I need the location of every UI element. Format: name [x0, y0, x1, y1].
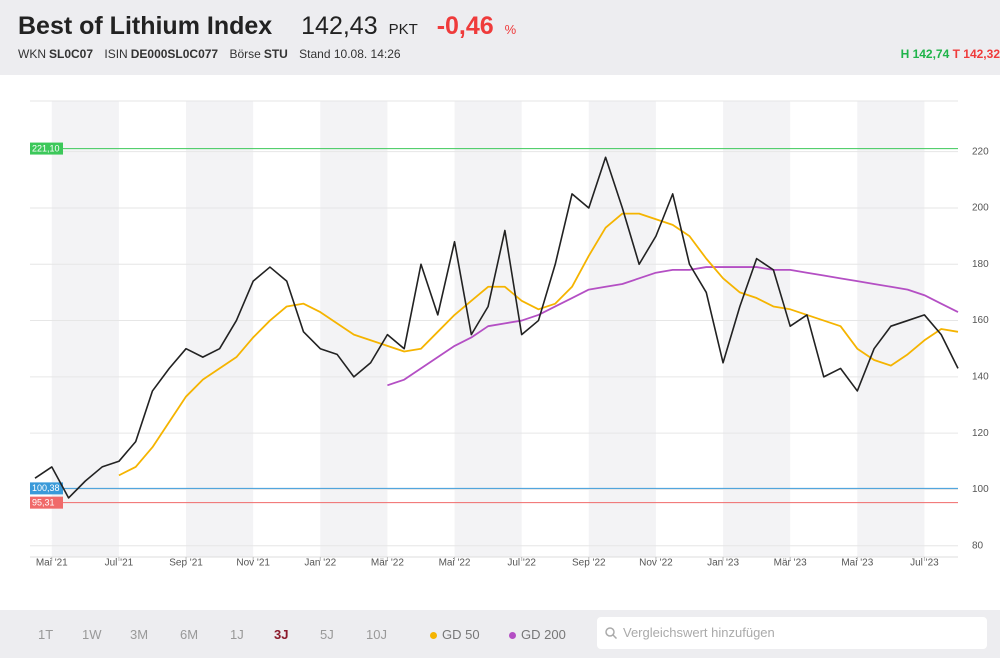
x-tick-label: Sep '22 [572, 558, 606, 569]
quote-title-row: Best of Lithium Index 142,43 PKT -0,46 % [18, 12, 520, 41]
x-tick-label: Mai '22 [439, 558, 471, 569]
x-tick-label: Mai '23 [841, 558, 873, 569]
legend-label: GD 50 [442, 627, 480, 642]
quote-header: Best of Lithium Index 142,43 PKT -0,46 %… [0, 0, 1000, 75]
x-tick-label: Jul '23 [910, 558, 939, 569]
change: -0,46 [436, 12, 494, 40]
month-band [320, 101, 388, 557]
y-tick-label: 180 [972, 259, 989, 270]
x-tick-label: Mär '22 [371, 558, 404, 569]
y-tick-label: 200 [972, 203, 989, 214]
y-tick-label: 160 [972, 315, 989, 326]
price: 142,43 [301, 12, 378, 40]
period-button[interactable]: 1J [230, 627, 244, 642]
month-band [454, 101, 522, 557]
period-button[interactable]: 3M [130, 627, 149, 642]
index-title: Best of Lithium Index [18, 12, 273, 40]
legend-gd50[interactable]: GD 50 [430, 627, 480, 642]
reference-label-box [30, 496, 63, 509]
period-button[interactable]: 1W [82, 627, 102, 642]
reference-label-box [30, 482, 63, 495]
price-line [34, 156, 959, 499]
controls-bar: 1T 1W 3M 6M 1J 3J 5J 10J GD 50 GD 200 Vergleich… [0, 610, 1000, 658]
y-tick-label: 140 [972, 371, 989, 382]
x-tick-label: Nov '21 [236, 558, 270, 569]
x-tick-label: Jan '23 [707, 558, 739, 569]
y-tick-label: 80 [972, 540, 984, 551]
legend-label: GD 200 [521, 627, 566, 642]
high: H 142,74 [900, 47, 950, 61]
legend-dot [430, 632, 437, 639]
wkn: SL0C07 [49, 47, 94, 61]
month-band [857, 101, 925, 557]
reference-label: 100,38 [32, 483, 60, 493]
search-icon [605, 627, 617, 639]
x-tick-label: Jul '21 [105, 558, 134, 569]
y-tick-label: 220 [972, 146, 989, 157]
exchange: STU [263, 47, 288, 61]
x-tick-label: Nov '22 [639, 558, 673, 569]
exchange-label: Börse [229, 47, 261, 61]
legend-gd200[interactable]: GD 200 [509, 627, 566, 642]
low: T 142,32 [952, 47, 1000, 61]
period-button[interactable]: 1T [38, 627, 54, 642]
month-band [588, 101, 656, 557]
moving-average-line [118, 212, 959, 477]
period-button[interactable]: 3J [274, 627, 289, 642]
quote-meta: WKN SL0C07 ISIN DE000SL0C077 Börse STU Stan… [18, 47, 404, 61]
search-input[interactable]: Vergleichswert hinzufügen [597, 617, 987, 649]
change-unit: % [504, 22, 517, 37]
reference-label: 95,31 [32, 498, 55, 508]
wkn-label: WKN [18, 47, 46, 61]
x-tick-label: Mär '23 [774, 558, 807, 569]
period-button[interactable]: 6M [180, 627, 199, 642]
month-band [723, 101, 791, 557]
y-tick-label: 120 [972, 428, 989, 439]
x-tick-label: Jan '22 [304, 558, 336, 569]
price-unit: PKT [388, 21, 418, 38]
timestamp: Stand 10.08. 14:26 [299, 47, 401, 61]
y-tick-label: 100 [972, 484, 989, 495]
x-tick-label: Mai '21 [36, 558, 68, 569]
reference-label-box [30, 142, 63, 155]
period-button[interactable]: 10J [366, 627, 387, 642]
isin: DE000SL0C077 [130, 47, 219, 61]
x-tick-label: Sep '21 [169, 558, 203, 569]
search-placeholder: Vergleichswert hinzufügen [623, 625, 775, 640]
high-low: H 142,74 T 142,32 [901, 47, 1000, 61]
reference-label: 221,10 [32, 143, 60, 153]
month-band [186, 101, 254, 557]
chart: 80 100 120 140 160 180 200 220 Mai '21 Jul '21 Sep… [30, 100, 989, 569]
legend-dot [509, 632, 516, 639]
x-tick-label: Jul '22 [507, 558, 536, 569]
isin-label: ISIN [104, 47, 128, 61]
period-button[interactable]: 5J [320, 627, 334, 642]
moving-average-line [387, 266, 959, 387]
